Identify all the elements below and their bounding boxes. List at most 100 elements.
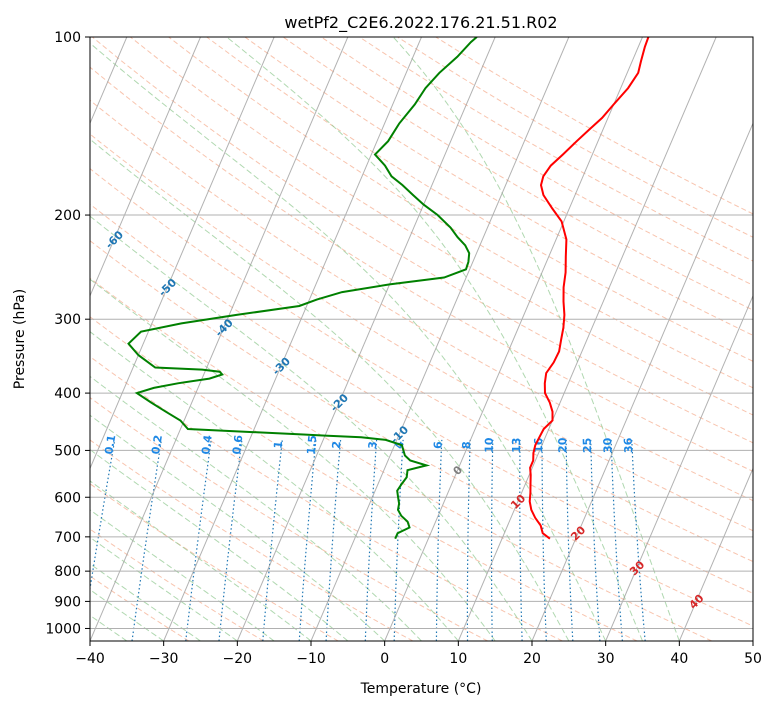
x-tick-label: −10: [296, 651, 326, 667]
isotherm-line: [678, 467, 753, 641]
dry-adiabat-line: [90, 66, 753, 472]
dry-adiabat-line: [90, 483, 339, 641]
y-tick-label: 400: [54, 386, 81, 402]
dry-adiabat-line: [435, 37, 753, 215]
dry-adiabat-label: 40: [687, 591, 707, 611]
dry-adiabat-line: [282, 37, 753, 311]
moist-adiabat-line: [90, 331, 459, 641]
x-tick-label: −20: [223, 651, 253, 667]
dry-adiabat-label: 20: [568, 523, 588, 543]
mixing-ratio-line: [393, 439, 404, 641]
moist-adiabat-line: [90, 509, 275, 641]
mixing-ratio-line: [364, 439, 378, 641]
moist-adiabat-line: [90, 42, 607, 641]
mixing-ratio-line: [590, 439, 601, 641]
y-axis-ticks: 100 200 300 400 500 600 700 800 900 1000: [45, 30, 90, 637]
mixing-ratio-line: [435, 439, 443, 641]
moist-adiabat-line: [90, 138, 570, 641]
moist-adiabat-line: [90, 448, 349, 641]
mixing-ratio-line: [490, 439, 494, 641]
chart-title: wetPf2_C2E6.2022.176.21.51.R02: [284, 13, 557, 33]
isobar-grid: [90, 37, 753, 629]
mixing-ratio-label: 0.1: [102, 434, 118, 455]
mixing-ratio-label: 8: [460, 441, 473, 449]
dry-adiabat-line: [90, 99, 753, 502]
plot-frame: [89, 36, 754, 642]
moist-adiabat-line: [90, 536, 238, 641]
dry-adiabat-label: -70: [54, 169, 77, 192]
moist-adiabat-line: [226, 37, 643, 641]
dry-adiabat-line: [90, 575, 190, 641]
mixing-ratio-line: [131, 439, 162, 641]
dry-adiabat-label: -30: [270, 354, 293, 377]
dry-adiabat-line: [90, 203, 753, 594]
mixing-ratio-label: 0.4: [199, 434, 215, 455]
y-tick-label: 500: [54, 443, 81, 459]
x-tick-label: 10: [449, 651, 467, 667]
dry-adiabat-line: [130, 37, 753, 416]
isotherm-line: [457, 37, 717, 641]
dry-adiabat-line: [359, 37, 753, 262]
isotherm-line: [531, 122, 753, 641]
dry-adiabat-line: [206, 37, 753, 362]
dry-adiabat-label: -10: [388, 423, 411, 446]
isotherm-line: [90, 37, 201, 298]
x-tick-label: −30: [149, 651, 179, 667]
mixing-ratio-line: [610, 439, 623, 641]
y-tick-label: 600: [54, 490, 81, 506]
dry-adiabat-line: [90, 316, 638, 641]
isotherm-line: [605, 294, 753, 641]
mixing-ratio-line: [298, 439, 317, 641]
dry-adiabat-line: [90, 528, 264, 641]
isotherm-line: [90, 37, 349, 641]
x-tick-label: 20: [523, 651, 541, 667]
y-tick-label: 800: [54, 564, 81, 580]
mixing-ratio-label: 36: [622, 437, 636, 453]
dewpoint-line: [127, 37, 478, 540]
dry-adiabat-line: [90, 356, 563, 641]
dry-adiabat-line: [90, 277, 712, 641]
mixing-ratio-line: [565, 439, 574, 641]
y-tick-label: 1000: [45, 621, 81, 637]
mixing-ratio-label: 1.5: [305, 435, 320, 456]
dry-adiabat-label: 10: [508, 492, 528, 512]
mixing-ratio-label: 6: [431, 441, 444, 449]
mixing-ratio-lines: [90, 439, 646, 641]
x-axis-ticks: −40 −30 −20 −10 0 10 20 30 40 50: [75, 641, 762, 667]
mixing-ratio-line: [631, 439, 646, 641]
dry-adiabat-line: [91, 37, 753, 444]
isotherm-line: [384, 37, 643, 641]
dry-adiabat-label: -20: [328, 391, 351, 414]
dry-adiabats: [90, 37, 753, 641]
mixing-ratio-line: [325, 439, 342, 641]
dry-adiabat-line: [90, 439, 414, 641]
moist-adiabat-line: [90, 215, 533, 641]
isotherm-line: [752, 639, 753, 641]
x-tick-label: 40: [670, 651, 688, 667]
isotherm-line: [236, 37, 496, 641]
dry-adiabat-line: [90, 168, 753, 563]
isotherm-line: [90, 37, 275, 470]
mixing-ratio-label: 3: [366, 441, 379, 450]
y-tick-label: 200: [54, 208, 81, 224]
moist-adiabats: [90, 37, 680, 641]
dry-adiabat-label: -80: [0, 130, 21, 153]
dry-adiabat-line: [90, 133, 753, 532]
moist-adiabat-line: [90, 589, 164, 641]
dry-adiabat-line: [90, 397, 488, 641]
mixing-ratio-label: 0.2: [149, 434, 165, 455]
y-tick-label: 300: [54, 312, 81, 328]
mixing-ratio-label: 25: [581, 437, 594, 453]
moist-adiabat-line: [90, 414, 386, 641]
dry-adiabat-label: -50: [156, 276, 179, 299]
mixing-ratio-label: 2: [330, 441, 344, 450]
mixing-ratio-label: 1: [271, 440, 285, 449]
moist-adiabat-line: [392, 37, 680, 641]
mixing-ratio-line: [541, 439, 547, 641]
dry-adiabat-line: [168, 37, 753, 389]
mixing-ratio-line: [262, 439, 283, 641]
moist-adiabat-line: [90, 278, 496, 641]
mixing-ratio-line: [519, 439, 523, 641]
mixing-ratio-label: 30: [601, 437, 615, 453]
